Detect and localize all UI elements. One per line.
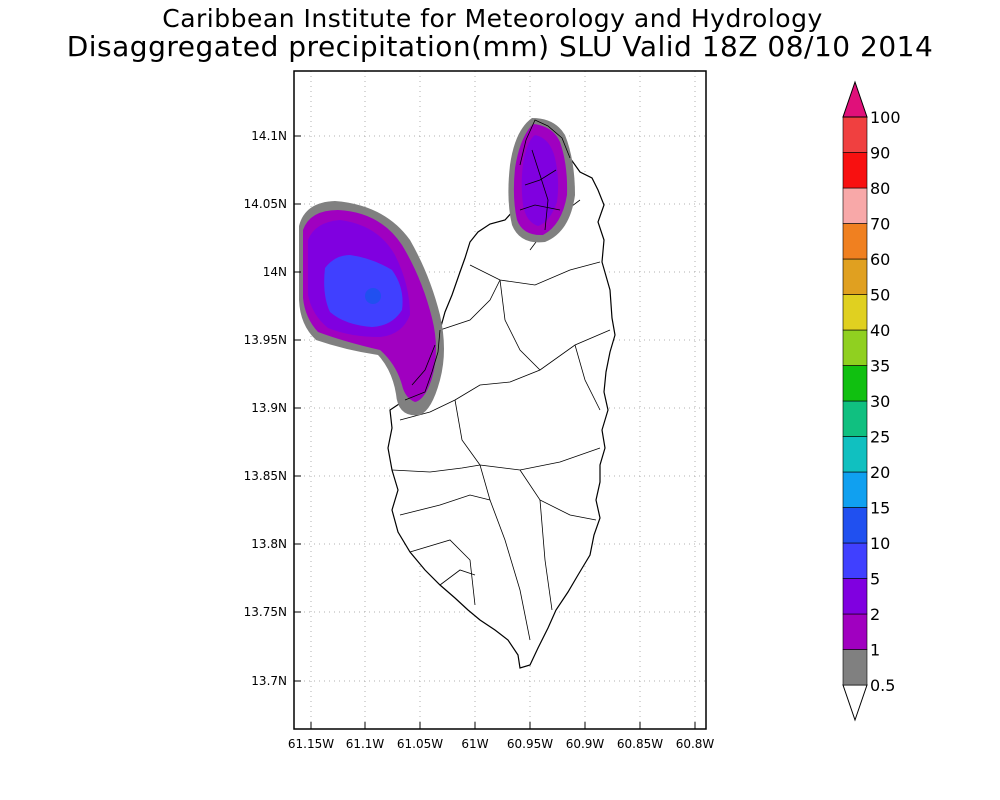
- colorbar-over-arrow: [842, 80, 868, 118]
- lon-label: 60.8W: [676, 737, 715, 751]
- lon-label: 60.85W: [617, 737, 663, 751]
- colorbar-swatch: [842, 436, 868, 473]
- boundaries-over-rain: [404, 119, 571, 401]
- colorbar-label: 70: [870, 215, 890, 234]
- lat-label: 13.8N: [251, 537, 287, 551]
- lon-label: 61.05W: [397, 737, 443, 751]
- lat-label: 13.9N: [251, 401, 287, 415]
- lat-label: 13.85N: [244, 469, 287, 483]
- lat-label: 14.1N: [251, 129, 287, 143]
- colorbar-label: 40: [870, 321, 890, 340]
- lat-label: 14.05N: [244, 197, 287, 211]
- lon-label: 60.9W: [566, 737, 605, 751]
- colorbar-swatch: [842, 649, 868, 686]
- colorbar-label: 30: [870, 392, 890, 411]
- colorbar-swatch: [842, 471, 868, 508]
- colorbar-label: 2: [870, 605, 880, 624]
- colorbar-label: 100: [870, 108, 901, 127]
- lat-label: 13.75N: [244, 605, 287, 619]
- colorbar-swatch: [842, 294, 868, 331]
- rain-area-west: [299, 201, 444, 416]
- latitude-labels: 14.1N 14.05N 14N 13.95N 13.9N 13.85N 13.…: [244, 129, 287, 688]
- longitude-labels: 61.15W 61.1W 61.05W 61W 60.95W 60.9W 60.…: [288, 737, 715, 751]
- colorbar-swatch: [842, 542, 868, 579]
- lon-label: 61W: [461, 737, 488, 751]
- lon-label: 61.15W: [288, 737, 334, 751]
- colorbar-swatch: [842, 116, 868, 153]
- colorbar-label: 35: [870, 357, 890, 376]
- island-outline: [387, 119, 616, 669]
- colorbar-label: 1: [870, 641, 880, 660]
- colorbar-label: 15: [870, 499, 890, 518]
- colorbar-swatch: [842, 507, 868, 544]
- plot-border: [293, 70, 707, 730]
- colorbar-label: 60: [870, 250, 890, 269]
- lat-label: 14N: [263, 265, 287, 279]
- institute-title: Caribbean Institute for Meteorology and …: [162, 4, 823, 33]
- product-title: Disaggregated precipitation(mm) SLU Vali…: [66, 30, 934, 63]
- colorbar-label: 90: [870, 144, 890, 163]
- colorbar-label: 50: [870, 286, 890, 305]
- colorbar-swatch: [842, 578, 868, 615]
- lat-label: 13.95N: [244, 333, 287, 347]
- colorbar-swatch: [842, 152, 868, 189]
- colorbar-label: 25: [870, 428, 890, 447]
- colorbar-label: 20: [870, 463, 890, 482]
- colorbar-label: 5: [870, 570, 880, 589]
- colorbar-swatch: [842, 258, 868, 295]
- colorbar-swatch: [842, 329, 868, 366]
- colorbar-label: 0.5: [870, 676, 895, 695]
- colorbar-label: 10: [870, 534, 890, 553]
- colorbar-label: 80: [870, 179, 890, 198]
- colorbar-swatch: [842, 187, 868, 224]
- lon-label: 60.95W: [507, 737, 553, 751]
- colorbar-swatch: [842, 613, 868, 650]
- lon-label: 61.1W: [346, 737, 385, 751]
- colorbar-swatch: [842, 223, 868, 260]
- tick-marks: [294, 135, 696, 729]
- lat-label: 13.7N: [251, 674, 287, 688]
- colorbar-swatch: [842, 365, 868, 402]
- colorbar-under-arrow: [842, 684, 868, 722]
- colorbar-swatch: [842, 400, 868, 437]
